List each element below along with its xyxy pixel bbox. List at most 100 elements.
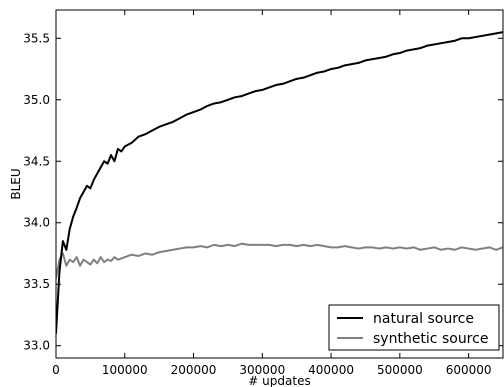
data-point-synthetic-source	[460, 246, 463, 249]
data-point-synthetic-source	[392, 247, 394, 250]
y-tick-label: 35.0	[23, 93, 50, 107]
x-tick-label: 0	[52, 363, 60, 377]
data-point-synthetic-source	[357, 247, 360, 250]
data-point-natural-source	[199, 108, 202, 111]
data-point-synthetic-source	[137, 255, 140, 257]
data-point-natural-source	[467, 37, 470, 40]
data-point-synthetic-source	[79, 264, 81, 267]
data-point-natural-source	[275, 84, 277, 86]
data-point-synthetic-source	[295, 245, 298, 248]
x-tick-label: 600000	[446, 363, 492, 377]
data-point-natural-source	[192, 111, 195, 113]
data-point-synthetic-source	[323, 245, 326, 248]
data-point-synthetic-source	[488, 246, 491, 249]
data-point-synthetic-source	[82, 258, 85, 261]
data-point-synthetic-source	[192, 246, 195, 249]
x-tick-label: 100000	[102, 363, 148, 377]
data-point-synthetic-source	[343, 245, 346, 248]
data-point-synthetic-source	[275, 245, 277, 248]
data-point-natural-source	[72, 215, 75, 218]
data-point-synthetic-source	[447, 247, 449, 250]
data-point-synthetic-source	[371, 246, 374, 249]
data-point-synthetic-source	[316, 243, 319, 246]
data-point-natural-source	[392, 53, 394, 56]
data-point-synthetic-source	[254, 243, 257, 246]
x-axis-label: # updates	[248, 374, 310, 387]
data-point-synthetic-source	[247, 243, 250, 246]
data-point-natural-source	[158, 125, 161, 128]
data-point-natural-source	[357, 61, 360, 64]
data-point-natural-source	[385, 55, 387, 58]
data-point-synthetic-source	[103, 261, 106, 263]
data-point-synthetic-source	[178, 247, 181, 250]
data-point-natural-source	[261, 89, 264, 91]
data-point-natural-source	[99, 166, 102, 169]
data-point-natural-source	[488, 33, 491, 36]
x-tick-label: 300000	[239, 363, 285, 377]
data-point-natural-source	[453, 39, 456, 42]
x-tick-label: 200000	[171, 363, 217, 377]
data-point-synthetic-source	[68, 258, 71, 261]
data-point-natural-source	[185, 113, 188, 116]
data-point-synthetic-source	[120, 257, 123, 260]
data-point-natural-source	[398, 52, 401, 54]
data-point-natural-source	[220, 101, 222, 104]
data-point-natural-source	[350, 63, 353, 66]
data-point-synthetic-source	[227, 243, 229, 246]
y-tick-label: 34.5	[23, 154, 50, 168]
data-point-synthetic-source	[92, 258, 95, 261]
data-point-synthetic-source	[337, 246, 339, 249]
data-point-natural-source	[460, 37, 463, 40]
data-point-synthetic-source	[144, 252, 147, 255]
data-point-natural-source	[137, 135, 140, 138]
data-point-natural-source	[172, 121, 174, 123]
data-point-natural-source	[371, 58, 374, 61]
data-point-natural-source	[295, 77, 298, 80]
data-point-natural-source	[92, 178, 95, 181]
data-point-natural-source	[378, 57, 381, 59]
data-point-synthetic-source	[474, 248, 477, 251]
data-point-natural-source	[447, 41, 449, 43]
y-tick-label: 35.5	[23, 31, 50, 45]
data-point-natural-source	[240, 95, 243, 97]
data-point-natural-source	[343, 64, 346, 67]
data-point-synthetic-source	[481, 247, 484, 250]
y-tick-label: 33.5	[23, 277, 50, 291]
data-point-synthetic-source	[130, 253, 133, 256]
data-point-natural-source	[75, 207, 78, 209]
legend-box	[328, 304, 500, 351]
data-point-synthetic-source	[106, 258, 109, 261]
data-point-natural-source	[433, 43, 436, 46]
data-point-synthetic-source	[96, 262, 99, 265]
data-point-natural-source	[68, 227, 71, 230]
data-point-natural-source	[282, 82, 284, 85]
data-point-synthetic-source	[261, 243, 264, 246]
y-tick-label: 34.0	[23, 216, 50, 230]
data-point-natural-source	[268, 86, 271, 89]
data-point-natural-source	[309, 74, 312, 77]
data-point-natural-source	[419, 47, 422, 50]
data-point-synthetic-source	[65, 264, 68, 267]
data-point-synthetic-source	[158, 251, 161, 254]
data-point-synthetic-source	[467, 247, 470, 250]
data-point-natural-source	[440, 42, 443, 45]
plot-frame	[55, 9, 504, 359]
data-point-synthetic-source	[233, 245, 236, 248]
y-axis-label: BLEU	[9, 168, 23, 199]
data-point-natural-source	[316, 71, 319, 74]
data-point-synthetic-source	[302, 243, 305, 246]
data-point-natural-source	[178, 117, 181, 120]
data-point-synthetic-source	[110, 259, 112, 262]
data-point-natural-source	[254, 90, 257, 93]
data-point-synthetic-source	[165, 250, 167, 252]
data-point-natural-source	[130, 141, 133, 144]
axes-layer: 0 100000 200000 300000 400000 500000 600000 33.…	[9, 9, 504, 387]
data-point-synthetic-source	[185, 246, 188, 249]
data-point-synthetic-source	[309, 245, 312, 248]
data-point-synthetic-source	[282, 243, 284, 246]
data-point-synthetic-source	[350, 246, 353, 249]
data-point-natural-source	[213, 102, 216, 105]
data-point-natural-source	[106, 162, 109, 165]
data-point-synthetic-source	[172, 248, 174, 251]
